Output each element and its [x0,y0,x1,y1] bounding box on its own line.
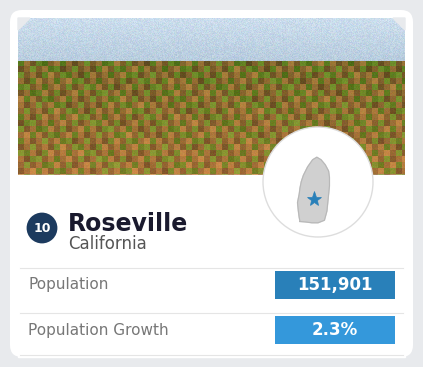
Text: California: California [68,235,147,253]
Polygon shape [18,175,405,357]
Polygon shape [297,157,330,223]
Text: 2.3%: 2.3% [312,321,358,339]
FancyBboxPatch shape [275,271,395,299]
Text: 10: 10 [33,222,51,235]
Text: Roseville: Roseville [68,212,188,236]
Polygon shape [18,18,30,30]
Circle shape [28,214,56,242]
Polygon shape [393,18,405,30]
FancyBboxPatch shape [275,316,395,344]
Text: Population Growth: Population Growth [28,323,169,338]
Text: 151,901: 151,901 [297,276,373,294]
Text: Population: Population [28,277,108,292]
FancyBboxPatch shape [10,10,413,357]
Circle shape [263,127,373,237]
